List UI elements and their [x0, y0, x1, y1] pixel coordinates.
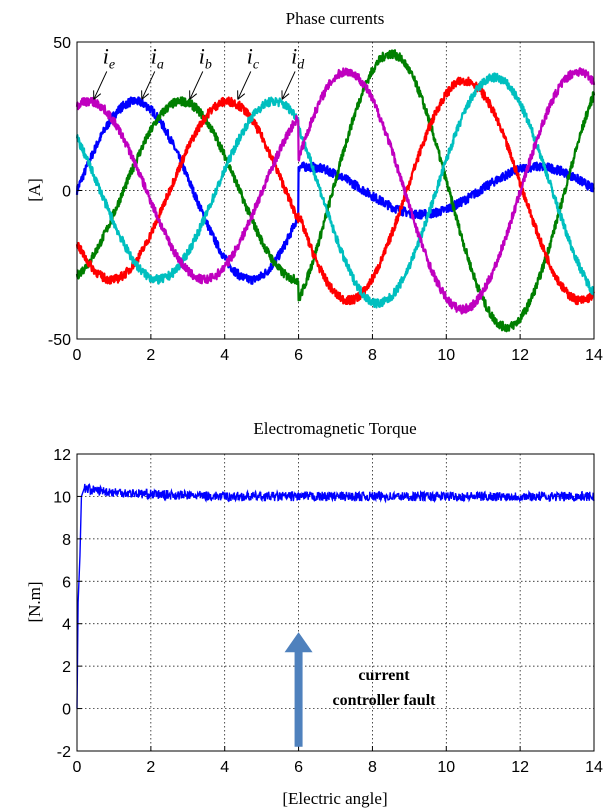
legend-text: id: [291, 43, 305, 72]
xtick-label: 10: [437, 347, 455, 364]
legend-arrow-line: [281, 71, 296, 100]
ytick-label: 50: [53, 35, 71, 52]
xtick-label: 10: [437, 759, 455, 776]
fault-annotation: current controller fault: [284, 632, 437, 747]
xtick-label: 8: [368, 347, 377, 364]
legend-subscript: c: [253, 57, 260, 72]
torque-chart: Electromagnetic Torque 0 2 4 6 8 10 12 14-20246…: [25, 419, 603, 808]
legend-arrow-head: [189, 90, 198, 100]
legend-text: ib: [199, 43, 212, 72]
legend-text: ic: [247, 43, 260, 72]
ytick-label: -2: [57, 744, 71, 761]
legend-arrow-head: [141, 90, 150, 100]
xtick-label: 8: [368, 759, 377, 776]
xtick-label: 4: [220, 347, 229, 364]
series-ib: [75, 49, 596, 333]
xtick-label: 12: [511, 759, 529, 776]
legend-subscript: a: [157, 57, 164, 72]
chart1-legend: ie ia ib ic id: [93, 43, 305, 100]
xtick-label: 14: [585, 347, 603, 364]
xtick-label: 12: [511, 347, 529, 364]
chart2-series: [76, 482, 595, 709]
chart1-title: Phase currents: [286, 9, 385, 28]
legend-text: ie: [103, 43, 115, 72]
ytick-label: 10: [53, 489, 71, 506]
ytick-label: 0: [62, 702, 71, 719]
fault-arrow-head: [284, 632, 313, 653]
xtick-label: 4: [220, 759, 229, 776]
legend-label-ie: ie: [93, 43, 115, 100]
ytick-label: 2: [62, 659, 71, 676]
chart1-ylabel: [A]: [25, 178, 44, 202]
chart2-grid: [77, 454, 594, 751]
xtick-label: 0: [73, 347, 82, 364]
legend-label-ia: ia: [141, 43, 164, 100]
chart1-series: [75, 49, 596, 333]
ytick-label: 0: [62, 184, 71, 201]
ytick-label: 6: [62, 574, 71, 591]
series-id: [75, 72, 595, 309]
legend-subscript: b: [205, 57, 212, 72]
ytick-label: 8: [62, 532, 71, 549]
xtick-label: 2: [146, 347, 155, 364]
ytick-label: 12: [53, 447, 71, 464]
chart2-xlabel: [Electric angle]: [282, 789, 387, 808]
legend-arrow-line: [237, 71, 252, 100]
annotation-line1: current: [358, 667, 410, 684]
chart2-ylabel: [N.m]: [25, 581, 44, 622]
legend-subscript: d: [297, 57, 305, 72]
legend-arrow-line: [141, 71, 156, 100]
legend-arrow-head: [281, 90, 290, 100]
xtick-label: 6: [294, 347, 303, 364]
chart2-title: Electromagnetic Torque: [253, 419, 416, 438]
legend-subscript: e: [109, 57, 115, 72]
xtick-label: 0: [73, 759, 82, 776]
series-ie: [75, 67, 596, 315]
legend-arrow-head: [93, 90, 102, 100]
legend-arrow-head: [237, 90, 246, 100]
fault-arrow-shaft: [294, 650, 303, 747]
series-ia: [75, 96, 595, 285]
annotation-line2: controller fault: [333, 692, 437, 709]
legend-label-ib: ib: [189, 43, 212, 100]
xtick-label: 6: [294, 759, 303, 776]
xtick-label: 14: [585, 759, 603, 776]
legend-label-ic: ic: [237, 43, 260, 100]
ytick-label: 4: [62, 617, 71, 634]
series-ic: [75, 76, 596, 306]
legend-arrow-line: [93, 71, 108, 100]
ytick-label: -50: [48, 332, 71, 349]
legend-label-id: id: [281, 43, 305, 100]
legend-text: ia: [151, 43, 164, 72]
series-torque: [76, 482, 595, 709]
chart2-plot-frame: [76, 453, 595, 752]
legend-arrow-line: [189, 71, 204, 100]
xtick-label: 2: [146, 759, 155, 776]
